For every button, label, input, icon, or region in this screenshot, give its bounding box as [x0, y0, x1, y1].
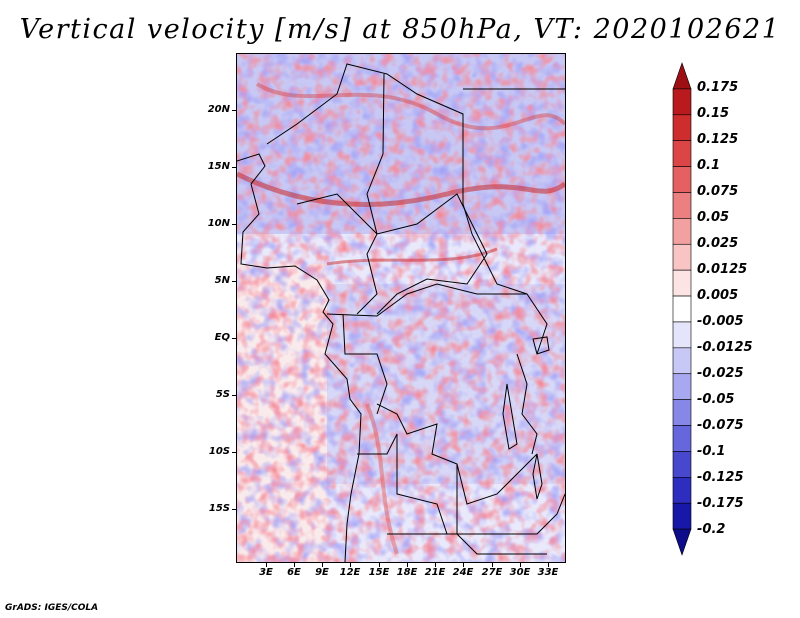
- colorbar-label: 0.1: [697, 158, 721, 173]
- colorbar-bin: [672, 502, 692, 530]
- colorbar-label: 0.15: [697, 106, 730, 121]
- lon-label-3e: 3E: [259, 567, 273, 578]
- colorbar-bin: [672, 114, 692, 141]
- lat-label-5s: 5S: [215, 389, 230, 400]
- lon-label-30e: 30E: [509, 567, 531, 578]
- colorbar-label: -0.05: [697, 392, 735, 407]
- lon-label-18e: 18E: [396, 567, 418, 578]
- border-4: [326, 283, 548, 355]
- colorbar-label: 0.025: [697, 236, 739, 251]
- border-10: [516, 353, 538, 455]
- border-1: [266, 63, 528, 295]
- colorbar-bin: [672, 295, 692, 323]
- lat-label-5n: 5N: [214, 275, 230, 286]
- lon-label-21e: 21E: [424, 567, 446, 578]
- colorbar-label: -0.0125: [697, 340, 753, 355]
- lat-label-10n: 10N: [207, 218, 230, 229]
- lat-tick: [232, 452, 236, 453]
- lat-label-10s: 10S: [208, 446, 230, 457]
- lat-tick: [232, 167, 236, 168]
- lon-tick: [379, 563, 380, 567]
- colorbar-bin: [672, 243, 692, 271]
- colorbar-bin: [672, 399, 692, 426]
- map-title: Vertical velocity [m/s] at 850hPa, VT: 2…: [19, 14, 781, 45]
- colorbar-label: -0.075: [697, 418, 744, 433]
- lat-label-15n: 15N: [207, 161, 230, 172]
- colorbar-label: 0.0125: [697, 262, 748, 277]
- lake-victoria: [532, 336, 550, 355]
- lon-label-12e: 12E: [339, 567, 361, 578]
- colorbar-label: -0.2: [697, 522, 726, 537]
- border-3: [296, 193, 488, 315]
- lon-tick: [350, 563, 351, 567]
- colorbar-bin: [672, 140, 692, 167]
- map-panel: [236, 53, 566, 563]
- lat-label-15s: 15S: [208, 503, 230, 514]
- lon-tick: [548, 563, 549, 567]
- colorbar-label: 0.005: [697, 288, 739, 303]
- colorbar-bin: [672, 88, 692, 116]
- lat-tick: [232, 509, 236, 510]
- colorbar: [672, 62, 692, 556]
- lat-tick: [232, 110, 236, 111]
- border-9: [387, 533, 547, 555]
- lat-tick: [232, 281, 236, 282]
- colorbar-label: -0.1: [697, 444, 726, 459]
- lon-label-6e: 6E: [287, 567, 301, 578]
- colorbar-bin: [672, 477, 692, 504]
- lat-label-20n: 20N: [207, 104, 230, 115]
- lon-tick: [520, 563, 521, 567]
- colorbar-bin: [672, 62, 692, 90]
- lon-tick: [266, 563, 267, 567]
- lake-malawi: [532, 453, 543, 500]
- lon-tick: [463, 563, 464, 567]
- colorbar-bin: [672, 192, 692, 219]
- lon-tick: [492, 563, 493, 567]
- colorbar-bin: [672, 269, 692, 297]
- lat-label-eq: EQ: [214, 332, 230, 343]
- credit-text: GrADS: IGES/COLA: [5, 603, 99, 613]
- red-band-sahel: [237, 171, 565, 207]
- lon-label-15e: 15E: [368, 567, 390, 578]
- border-8: [456, 464, 565, 535]
- colorbar-label: 0.075: [697, 184, 739, 199]
- coastline: [237, 153, 362, 562]
- colorbar-bin: [672, 425, 692, 452]
- colorbar-bin: [672, 451, 692, 478]
- colorbar-bin: [672, 321, 692, 349]
- lon-label-27e: 27E: [481, 567, 503, 578]
- border-6: [376, 403, 538, 505]
- colorbar-bin: [672, 373, 692, 400]
- lon-label-9e: 9E: [315, 567, 329, 578]
- colorbar-label: -0.175: [697, 496, 744, 511]
- lat-tick: [232, 338, 236, 339]
- colorbar-label: 0.175: [697, 80, 739, 95]
- lon-label-24e: 24E: [452, 567, 474, 578]
- border-7: [357, 433, 448, 535]
- colorbar-bin: [672, 218, 692, 245]
- lon-tick: [294, 563, 295, 567]
- field-noise: [237, 54, 565, 562]
- colorbar-bin: [672, 347, 692, 375]
- red-band-north: [255, 82, 565, 131]
- vertical-velocity-field: [237, 54, 565, 562]
- lake-tanganyika: [502, 383, 518, 450]
- lon-tick: [435, 563, 436, 567]
- colorbar-bin: [672, 166, 692, 193]
- country-borders: [237, 63, 565, 562]
- colorbar-label: 0.05: [697, 210, 730, 225]
- lat-tick: [232, 224, 236, 225]
- lon-tick: [322, 563, 323, 567]
- colorbar-bin: [672, 528, 692, 556]
- red-band-central: [326, 247, 498, 266]
- border-5: [342, 313, 388, 415]
- colorbar-label: -0.005: [697, 314, 744, 329]
- lon-tick: [407, 563, 408, 567]
- lat-tick: [232, 395, 236, 396]
- colorbar-label: -0.125: [697, 470, 744, 485]
- colorbar-label: -0.025: [697, 366, 744, 381]
- colorbar-label: 0.125: [697, 132, 739, 147]
- lon-label-33e: 33E: [537, 567, 559, 578]
